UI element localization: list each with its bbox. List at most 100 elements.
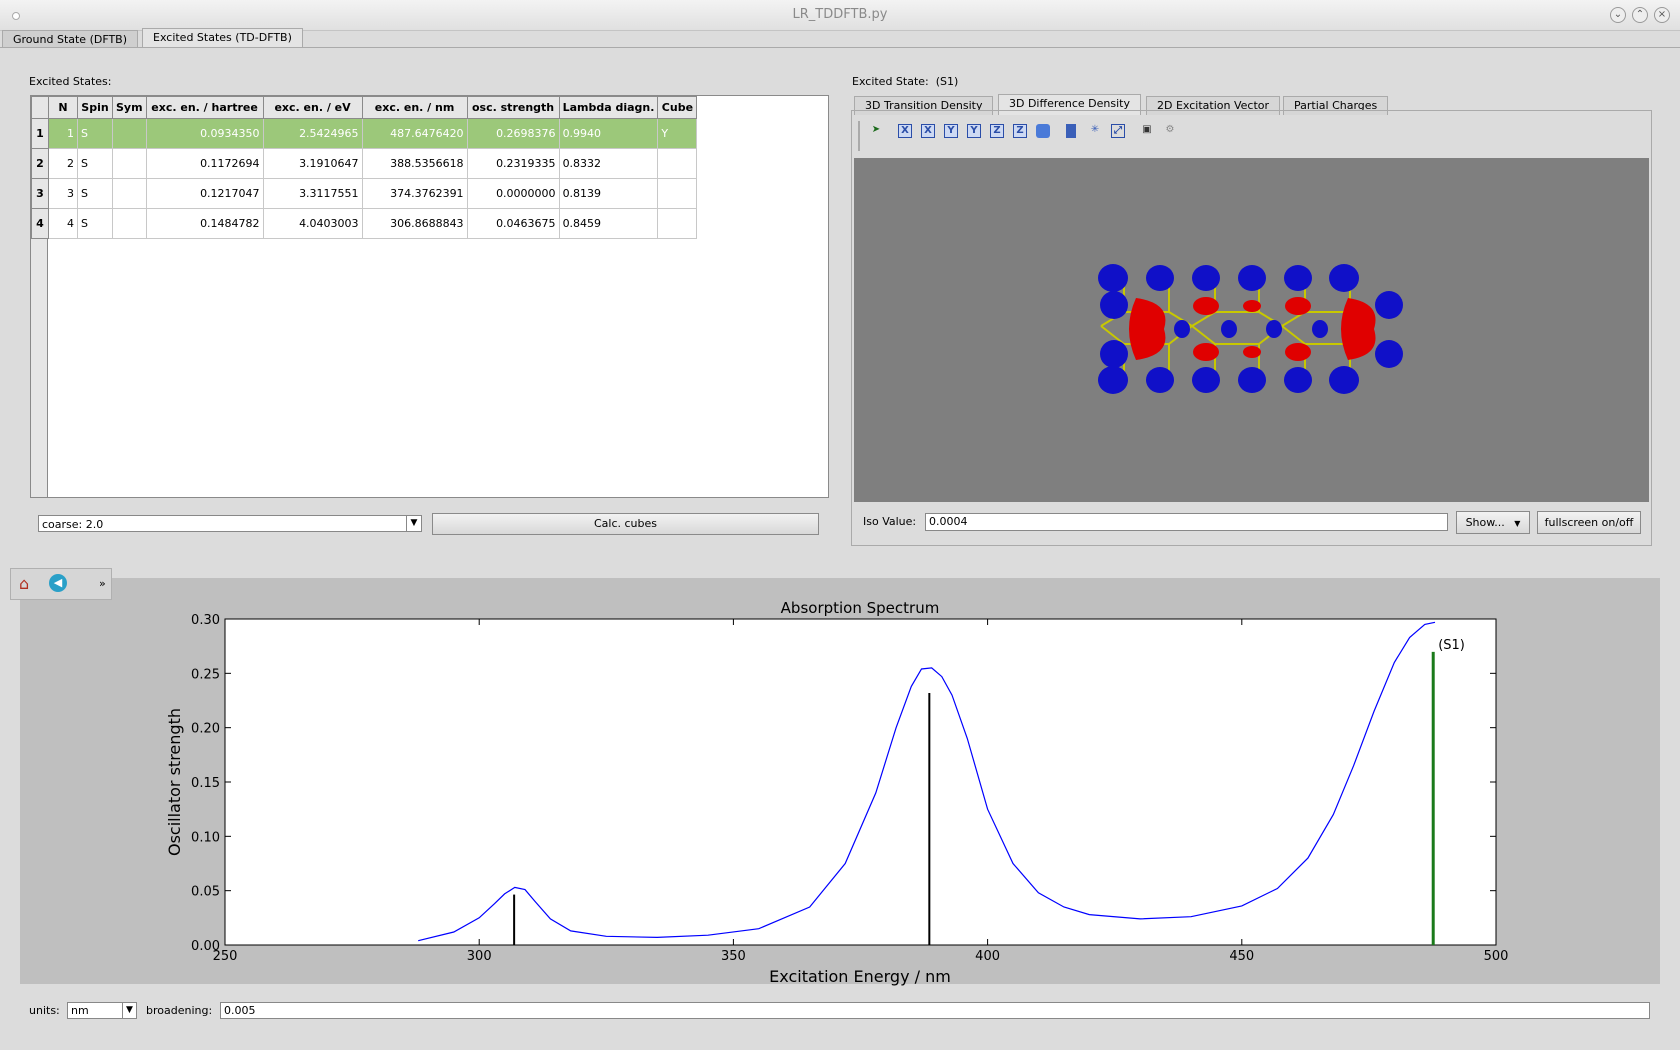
units-select[interactable]: nm ▼ — [67, 1002, 137, 1019]
iso-value-input[interactable]: 0.0004 — [925, 513, 1448, 531]
cell-lambda[interactable]: 0.8332 — [558, 148, 659, 179]
molecule-render — [1098, 264, 1403, 394]
view-z-icon[interactable]: Z — [990, 124, 1004, 138]
table-row[interactable]: 3 3 S 0.1217047 3.3117551 374.3762391 0.… — [31, 178, 698, 209]
cell-osc[interactable]: 0.0463675 — [466, 208, 560, 239]
cell-spin[interactable]: S — [77, 178, 113, 209]
excited-states-grid[interactable]: N Spin Sym exc. en. / hartree exc. en. /… — [31, 96, 698, 239]
cell-sym[interactable] — [112, 148, 147, 179]
cell-sym[interactable] — [112, 208, 147, 239]
grid-resolution-value: coarse: 2.0 — [42, 518, 104, 531]
cell-cube[interactable]: Y — [657, 118, 698, 149]
view-y-icon[interactable]: Y — [944, 124, 958, 138]
column-header-nm[interactable]: exc. en. / nm — [361, 96, 468, 119]
cell-hartree[interactable]: 0.1172694 — [145, 148, 264, 179]
cell-hartree[interactable]: 0.1217047 — [145, 178, 264, 209]
column-header-osc[interactable]: osc. strength — [466, 96, 560, 119]
cell-hartree[interactable]: 0.1484782 — [145, 208, 264, 239]
view-minus-x-icon[interactable]: X — [921, 124, 935, 138]
3d-viewport[interactable] — [854, 158, 1649, 502]
cell-ev[interactable]: 3.1910647 — [262, 148, 363, 179]
window-titlebar: LR_TDDFTB.py ⌄ ⌃ × — [0, 0, 1680, 31]
cell-spin[interactable]: S — [77, 208, 113, 239]
iso-value-label: Iso Value: — [863, 515, 917, 528]
column-header-spin[interactable]: Spin — [77, 96, 113, 119]
excited-state-caption: Excited State: — [852, 75, 929, 88]
spectrum-panel — [20, 578, 1660, 984]
fullscreen-toggle-button[interactable]: fullscreen on/off — [1537, 511, 1641, 534]
cell-hartree[interactable]: 0.0934350 — [145, 118, 264, 149]
back-icon[interactable]: ◀ — [49, 574, 67, 592]
corner-header — [31, 96, 49, 119]
cell-lambda[interactable]: 0.9940 — [558, 118, 659, 149]
cell-ev[interactable]: 2.5424965 — [262, 118, 363, 149]
grid-resolution-select[interactable]: coarse: 2.0 ▼ — [38, 515, 422, 532]
cell-spin[interactable]: S — [77, 118, 113, 149]
cell-ev[interactable]: 3.3117551 — [262, 178, 363, 209]
column-header-cube[interactable]: Cube — [657, 96, 698, 119]
cell-cube[interactable] — [657, 178, 698, 209]
maximize-icon[interactable]: ⌃ — [1632, 7, 1648, 23]
tab-excited-states[interactable]: Excited States (TD-DFTB) — [142, 28, 303, 48]
cell-ev[interactable]: 4.0403003 — [262, 208, 363, 239]
cell-nm[interactable]: 487.6476420 — [361, 118, 468, 149]
cell-spin[interactable]: S — [77, 148, 113, 179]
show-button-label: Show... — [1465, 516, 1505, 529]
chevron-down-icon[interactable]: ▼ — [122, 1003, 136, 1018]
show-dropdown-button[interactable]: Show... ▼ — [1456, 511, 1530, 534]
cell-n[interactable]: 4 — [48, 208, 78, 239]
row-header[interactable]: 3 — [31, 178, 49, 209]
column-header-sym[interactable]: Sym — [112, 96, 147, 119]
view-x-icon[interactable]: X — [898, 124, 912, 138]
cell-cube[interactable] — [657, 148, 698, 179]
cell-osc[interactable]: 0.2319335 — [466, 148, 560, 179]
home-icon[interactable]: ⌂ — [19, 574, 30, 593]
row-header[interactable]: 2 — [31, 148, 49, 179]
window-menu-icon[interactable] — [12, 12, 20, 20]
cell-nm[interactable]: 306.8688843 — [361, 208, 468, 239]
calc-cubes-button[interactable]: Calc. cubes — [432, 513, 819, 535]
cell-osc[interactable]: 0.2698376 — [466, 118, 560, 149]
cell-sym[interactable] — [112, 178, 147, 209]
toolbar-grip — [858, 121, 860, 151]
column-header-lambda[interactable]: Lambda diagn. — [558, 96, 659, 119]
table-row[interactable]: 4 4 S 0.1484782 4.0403003 306.8688843 0.… — [31, 208, 698, 239]
cell-osc[interactable]: 0.0000000 — [466, 178, 560, 209]
tab-ground-state[interactable]: Ground State (DFTB) — [2, 30, 139, 48]
cell-n[interactable]: 3 — [48, 178, 78, 209]
cell-nm[interactable]: 388.5356618 — [361, 148, 468, 179]
cell-n[interactable]: 2 — [48, 148, 78, 179]
excited-states-label: Excited States: — [29, 75, 112, 88]
view-minus-y-icon[interactable]: Y — [967, 124, 981, 138]
view-minus-z-icon[interactable]: Z — [1013, 124, 1027, 138]
close-icon[interactable]: × — [1654, 7, 1670, 23]
tab-3d-difference-density[interactable]: 3D Difference Density — [998, 94, 1141, 115]
table-row[interactable]: 2 2 S 0.1172694 3.1910647 388.5356618 0.… — [31, 148, 698, 179]
more-tools-icon[interactable]: » — [99, 577, 106, 590]
table-row[interactable]: 1 1 S 0.0934350 2.5424965 487.6476420 0.… — [31, 118, 698, 149]
cell-nm[interactable]: 374.3762391 — [361, 178, 468, 209]
axes-icon[interactable]: ✳ — [1090, 124, 1100, 135]
settings-icon[interactable]: ⚙ — [1165, 124, 1175, 135]
column-header-hartree[interactable]: exc. en. / hartree — [145, 96, 264, 119]
cell-cube[interactable] — [657, 208, 698, 239]
isometric-view-icon[interactable] — [1036, 124, 1050, 138]
minimize-icon[interactable]: ⌄ — [1610, 7, 1626, 23]
plot-nav-toolbar: ⌂ ◀ » — [10, 568, 112, 600]
broadening-input[interactable]: 0.005 — [220, 1002, 1650, 1019]
fit-to-screen-icon[interactable]: ⤢ — [1111, 124, 1125, 138]
column-header-ev[interactable]: exc. en. / eV — [262, 96, 363, 119]
column-header-n[interactable]: N — [48, 96, 78, 119]
cell-lambda[interactable]: 0.8459 — [558, 208, 659, 239]
excited-states-table[interactable]: N Spin Sym exc. en. / hartree exc. en. /… — [30, 95, 829, 498]
cell-lambda[interactable]: 0.8139 — [558, 178, 659, 209]
chevron-down-icon[interactable]: ▼ — [406, 516, 421, 531]
save-icon[interactable]: ▣ — [1142, 124, 1152, 135]
parallel-projection-icon[interactable] — [1066, 124, 1076, 138]
cell-sym[interactable] — [112, 118, 147, 149]
row-header[interactable]: 1 — [31, 118, 49, 149]
row-header[interactable]: 4 — [31, 208, 49, 239]
pointer-icon[interactable]: ➤ — [871, 124, 881, 135]
excited-state-value: (S1) — [935, 75, 959, 88]
cell-n[interactable]: 1 — [48, 118, 78, 149]
